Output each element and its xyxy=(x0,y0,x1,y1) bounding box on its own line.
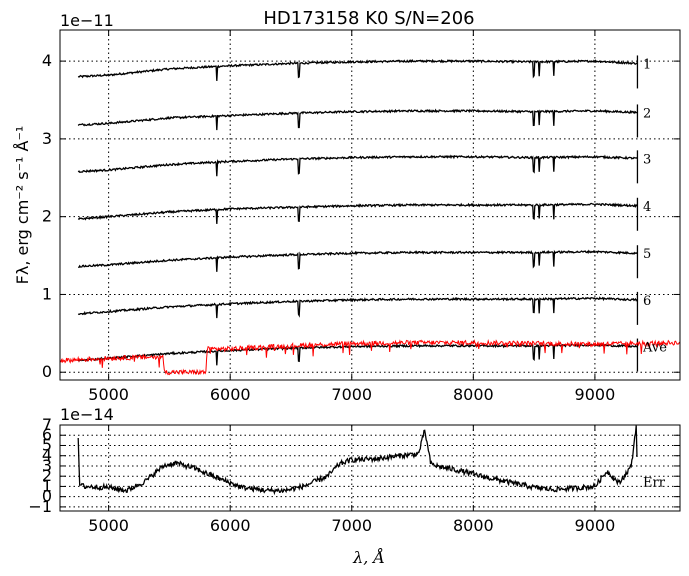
bottom-panel: 1e−14 Err 5000 6000 7000 8000 9000 −10123456… xyxy=(28,405,681,567)
bottom-series-group xyxy=(77,425,638,496)
top-offset-text: 1e−11 xyxy=(60,11,114,30)
series-label: 6 xyxy=(643,294,651,309)
spectrum-line-Ave xyxy=(77,342,638,366)
y-tick-label: 6 xyxy=(42,425,52,444)
x-tick-label: 9000 xyxy=(575,516,616,535)
x-tick-label: 8000 xyxy=(453,385,494,404)
x-tick-label: 5000 xyxy=(88,385,129,404)
spectrum-line-1 xyxy=(77,58,638,81)
series-label: 4 xyxy=(643,200,651,215)
spectrum-line-4 xyxy=(77,202,638,224)
top-axes-frame xyxy=(59,29,681,381)
bottom-axes-frame xyxy=(59,424,681,512)
y-tick-label: 7 xyxy=(42,415,52,434)
y-tick-label: −1 xyxy=(28,497,52,516)
y-tick-label: 4 xyxy=(42,446,52,465)
red-spectrum-line xyxy=(59,339,681,376)
spectrum-line-6 xyxy=(77,296,638,319)
series-label: 3 xyxy=(643,152,651,167)
x-tick-label: 8000 xyxy=(453,516,494,535)
bottom-x-axis-label: λ, Å xyxy=(352,547,385,567)
x-tick-label: 6000 xyxy=(210,385,251,404)
y-tick-label: 2 xyxy=(42,207,52,226)
x-tick-label: 7000 xyxy=(331,516,372,535)
y-tick-label: 0 xyxy=(42,362,52,381)
spectrum-line-3 xyxy=(77,154,638,177)
top-panel: HD173158 K0 S/N=206 1e−11 1 2 3 4 5 6 Ave 5000… xyxy=(13,8,681,404)
y-tick-label: 4 xyxy=(42,51,52,70)
y-tick-label: 1 xyxy=(42,476,52,495)
series-label: 2 xyxy=(643,106,651,121)
y-tick-label: 3 xyxy=(42,129,52,148)
series-label: 5 xyxy=(643,247,651,262)
y-tick-label: 5 xyxy=(42,435,52,454)
series-label: Ave xyxy=(642,341,667,356)
top-x-ticks: 5000 6000 7000 8000 9000 xyxy=(88,30,615,404)
bottom-x-ticks: 5000 6000 7000 8000 9000 xyxy=(88,425,615,535)
spectrum-line-5 xyxy=(78,249,638,272)
series-label: Err xyxy=(643,475,666,490)
bottom-series-labels: Err xyxy=(643,475,666,490)
y-tick-label: 3 xyxy=(42,456,52,475)
x-tick-label: 7000 xyxy=(331,385,372,404)
top-y-ticks: 0 1 2 3 4 xyxy=(42,51,680,381)
top-series-labels: 1 2 3 4 5 6 Ave xyxy=(642,57,667,355)
spectrum-line-Err xyxy=(77,425,638,496)
y-tick-label: 0 xyxy=(42,487,52,506)
y-tick-label: 1 xyxy=(42,284,52,303)
y-tick-label: 2 xyxy=(42,466,52,485)
series-label: 1 xyxy=(643,57,651,72)
bottom-grid xyxy=(60,424,680,511)
spectrum-line-2 xyxy=(77,108,638,131)
chart-title: HD173158 K0 S/N=206 xyxy=(263,8,474,29)
x-tick-label: 5000 xyxy=(88,516,129,535)
top-series-group xyxy=(59,55,681,376)
bottom-offset-text: 1e−14 xyxy=(60,405,114,424)
top-y-axis-label: Fλ, erg cm⁻² s⁻¹ Å⁻¹ xyxy=(13,126,32,285)
x-tick-label: 6000 xyxy=(210,516,251,535)
x-tick-label: 9000 xyxy=(575,385,616,404)
